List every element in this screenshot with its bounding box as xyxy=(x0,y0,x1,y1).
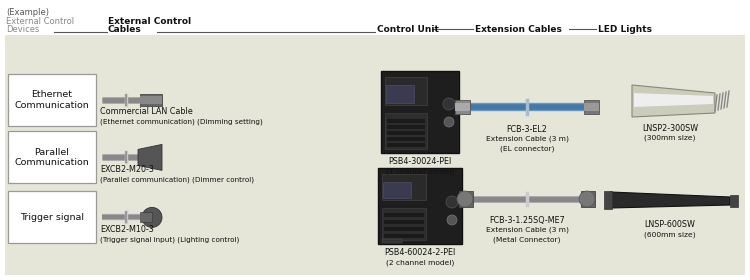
Bar xyxy=(8,192,96,243)
Bar xyxy=(387,125,425,129)
Text: PSB4-30024-PEI: PSB4-30024-PEI xyxy=(388,157,452,166)
Polygon shape xyxy=(634,93,713,107)
Bar xyxy=(455,103,470,111)
Bar xyxy=(384,213,424,217)
Circle shape xyxy=(579,191,595,207)
Circle shape xyxy=(142,207,162,227)
Bar xyxy=(383,182,411,198)
Text: (1 channel model): (1 channel model) xyxy=(386,169,454,175)
Bar xyxy=(8,131,96,183)
Text: Cables: Cables xyxy=(108,25,142,34)
Text: (Ethernet communication) (Dimming setting): (Ethernet communication) (Dimming settin… xyxy=(100,118,262,125)
Bar xyxy=(730,195,738,207)
Circle shape xyxy=(446,196,458,208)
Text: (Metal Connector): (Metal Connector) xyxy=(494,237,561,243)
Text: Commercial LAN Cable: Commercial LAN Cable xyxy=(100,107,193,116)
Text: (600mm size): (600mm size) xyxy=(644,231,696,238)
Text: External Control: External Control xyxy=(6,17,74,26)
Bar xyxy=(459,191,473,207)
Text: (Parallel communication) (Dimmer control): (Parallel communication) (Dimmer control… xyxy=(100,176,254,183)
Polygon shape xyxy=(138,144,162,171)
Text: LED Lights: LED Lights xyxy=(598,25,652,34)
Circle shape xyxy=(443,98,455,110)
Bar xyxy=(382,174,426,200)
Text: LNSP-600SW: LNSP-600SW xyxy=(644,220,695,229)
Bar xyxy=(384,220,424,224)
Text: Parallel
Communication: Parallel Communication xyxy=(15,148,89,167)
Bar xyxy=(386,85,414,103)
Text: FCB-3-1.25SQ-ME7: FCB-3-1.25SQ-ME7 xyxy=(489,216,565,225)
Polygon shape xyxy=(610,192,730,208)
Circle shape xyxy=(457,191,473,207)
Bar xyxy=(387,131,425,135)
Bar xyxy=(378,168,462,244)
Bar xyxy=(140,96,162,104)
Bar xyxy=(384,234,424,238)
Polygon shape xyxy=(632,85,715,117)
Text: Extension Cable (3 m): Extension Cable (3 m) xyxy=(485,136,568,142)
Text: FCB-3-EL2: FCB-3-EL2 xyxy=(506,125,548,134)
Text: (2 channel model): (2 channel model) xyxy=(386,259,454,266)
Text: LNSP2-300SW: LNSP2-300SW xyxy=(642,124,698,133)
Bar xyxy=(140,94,162,106)
Bar xyxy=(387,143,425,147)
Text: (Example): (Example) xyxy=(6,8,49,17)
Bar xyxy=(581,191,595,207)
Bar xyxy=(382,208,426,240)
Text: (EL connector): (EL connector) xyxy=(500,146,554,152)
Text: Extension Cable (3 m): Extension Cable (3 m) xyxy=(485,227,568,234)
Text: Control Unit: Control Unit xyxy=(377,25,439,34)
Bar xyxy=(140,213,152,222)
Bar xyxy=(381,71,459,153)
Text: Trigger signal: Trigger signal xyxy=(20,213,84,222)
Bar xyxy=(387,137,425,141)
Bar xyxy=(584,103,599,111)
Bar xyxy=(387,119,425,123)
Bar xyxy=(8,74,96,126)
Circle shape xyxy=(447,215,457,225)
Text: External Control: External Control xyxy=(108,17,191,26)
Bar xyxy=(5,35,745,275)
Text: Devices: Devices xyxy=(6,25,39,34)
Bar xyxy=(584,100,599,114)
Text: (300mm size): (300mm size) xyxy=(644,135,696,141)
Circle shape xyxy=(444,117,454,127)
Bar xyxy=(385,113,427,149)
Bar xyxy=(382,239,402,243)
Text: EXCB2-M20-3: EXCB2-M20-3 xyxy=(100,165,154,174)
Text: Ethernet
Communication: Ethernet Communication xyxy=(15,90,89,109)
Text: Extension Cables: Extension Cables xyxy=(475,25,562,34)
Text: (Trigger signal input) (Lighting control): (Trigger signal input) (Lighting control… xyxy=(100,236,239,243)
Bar xyxy=(455,100,470,114)
Bar xyxy=(385,77,427,105)
Text: PSB4-60024-2-PEI: PSB4-60024-2-PEI xyxy=(384,248,455,257)
Bar xyxy=(604,191,612,209)
Text: EXCB2-M10-3: EXCB2-M10-3 xyxy=(100,225,154,234)
Bar xyxy=(384,227,424,231)
